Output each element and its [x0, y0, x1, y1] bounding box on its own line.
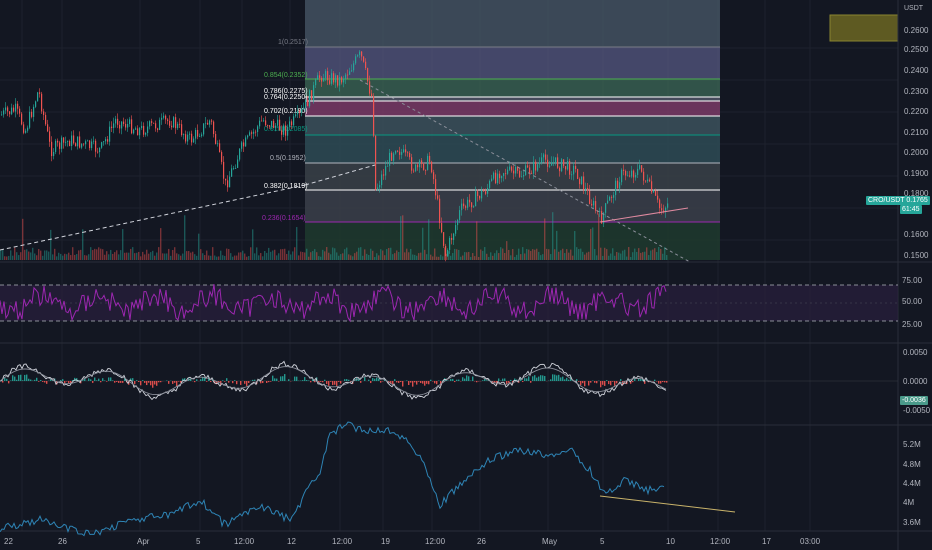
macd-tick-label: 0.0000 [903, 377, 928, 386]
rsi-tick-label: 50.00 [902, 297, 923, 306]
price-tick-label: 0.1600 [904, 230, 929, 239]
fib-level-label: 0.702(0.2180) [264, 108, 308, 115]
time-tick-label: 26 [477, 537, 486, 546]
time-tick-label: Apr [137, 537, 150, 546]
fib-retracement[interactable]: 1(0.2517) 0.854(0.2352) 0.786(0.2275)0.764… [262, 0, 720, 260]
currency-label: USDT [904, 5, 923, 12]
price-tick-label: 0.2200 [904, 107, 929, 116]
trend-lines[interactable] [0, 79, 736, 513]
time-tick-label: 22 [4, 537, 13, 546]
time-tick-label: 12:00 [425, 537, 446, 546]
time-tick-label: 12:00 [234, 537, 255, 546]
macd-value-tag: -0.0036 [900, 396, 928, 405]
rsi-tick-label: 25.00 [902, 320, 923, 329]
fib-level-label: 0.786(0.2275) [264, 88, 308, 95]
fib-level-label: 0.854(0.2352) [264, 72, 308, 79]
last-price-tag: CRO/USDT 0.1765 [866, 196, 930, 205]
time-tick-label: 12 [287, 537, 296, 546]
highlight-box[interactable] [829, 14, 899, 42]
fib-level-label: 0.236(0.1654) [262, 215, 306, 222]
last-countdown: 61:45 [902, 206, 920, 213]
currency-label-text: USDT [904, 5, 924, 12]
price-tick-label: 0.1800 [904, 189, 929, 198]
time-tick-label: 03:00 [800, 537, 821, 546]
fib-level-label: 1(0.2517) [278, 39, 308, 46]
obv-tick-label: 5.2M [903, 440, 921, 449]
obv-tick-label: 3.6M [903, 518, 921, 527]
macd-tick-label: 0.0050 [903, 348, 928, 357]
price-candles [1, 49, 669, 262]
fib-level-label: 0.764(0.2250) [264, 94, 308, 101]
volume-bars [0, 212, 668, 260]
obv-tick-label: 4M [903, 498, 914, 507]
price-tick-label: 0.1900 [904, 169, 929, 178]
macd-value: -0.0036 [902, 397, 926, 404]
time-tick-label: 12:00 [710, 537, 731, 546]
rsi-tick-label: 75.00 [902, 276, 923, 285]
price-tick-label: 0.2100 [904, 128, 929, 137]
macd-pane[interactable] [0, 360, 898, 401]
macd-tick-label: -0.0050 [903, 406, 931, 415]
price-tick-label: 0.2300 [904, 87, 929, 96]
time-tick-label: 17 [762, 537, 771, 546]
price-tick-label: 0.2400 [904, 66, 929, 75]
obv-tick-label: 4.4M [903, 479, 921, 488]
time-tick-label: 26 [58, 537, 67, 546]
obv-tick-label: 4.8M [903, 460, 921, 469]
price-tick-label: 0.1500 [904, 251, 929, 260]
time-tick-label: 19 [381, 537, 390, 546]
fib-level-label: 0.382(0.1819) [264, 183, 308, 190]
rsi-pane[interactable] [0, 284, 898, 323]
last-price: 0.1765 [906, 197, 928, 204]
countdown-tag: 61:45 [900, 205, 922, 214]
obv-pane[interactable] [0, 421, 665, 537]
time-tick-label: 12:00 [332, 537, 353, 546]
time-tick-label: 5 [600, 537, 605, 546]
price-tick-label: 0.2600 [904, 26, 929, 35]
grid-lines [0, 0, 898, 531]
last-symbol: CRO/USDT [868, 197, 905, 204]
fib-level-label: 0.5(0.1952) [270, 155, 306, 162]
price-tick-label: 0.2500 [904, 45, 929, 54]
time-tick-label: 10 [666, 537, 675, 546]
time-tick-label: 5 [196, 537, 201, 546]
time-tick-label: May [542, 537, 557, 546]
price-tick-label: 0.2000 [904, 148, 929, 157]
